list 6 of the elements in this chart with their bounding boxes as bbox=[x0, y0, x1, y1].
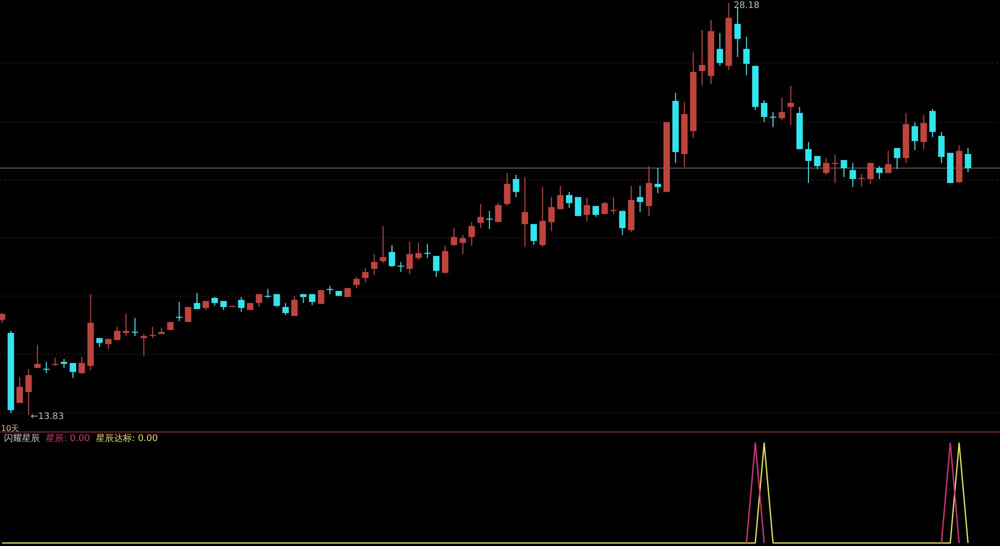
text: 星辰达标: 0.00 bbox=[96, 433, 158, 444]
text: 10天 bbox=[1, 424, 20, 433]
annotation: 28.18 bbox=[734, 1, 760, 11]
annotation: ←13.83 bbox=[30, 412, 64, 422]
chart-title: 闪耀星辰 bbox=[4, 433, 40, 444]
text: 星辰: 0.00 bbox=[46, 433, 90, 444]
